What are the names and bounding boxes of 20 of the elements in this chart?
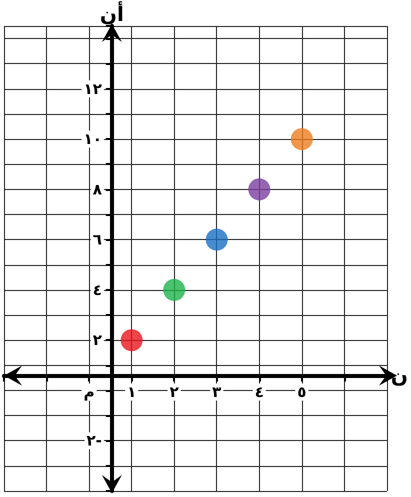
x-tick-label: ٥ xyxy=(297,383,306,402)
x-tick-label: ٢ xyxy=(170,383,179,402)
y-tick-label: ٢- xyxy=(86,432,102,450)
point xyxy=(248,178,270,200)
y-tick-label: ١٠ xyxy=(84,130,102,148)
point xyxy=(120,329,143,352)
y-tick-label: ٢ xyxy=(92,331,102,350)
y-tick-label: ٨ xyxy=(92,180,102,198)
x-tick-label: م xyxy=(84,383,95,402)
x-tick-label: ٤ xyxy=(254,383,264,402)
y-tick-label: ٦ xyxy=(92,230,102,249)
x-tick-label: ١ xyxy=(127,383,136,402)
y-tick-label: ٤ xyxy=(92,280,102,299)
point xyxy=(163,278,186,301)
point xyxy=(206,228,228,251)
y-tick-label: ١٢ xyxy=(84,80,102,98)
x-tick-label: ٣ xyxy=(212,383,222,402)
x-axis-title: ن xyxy=(390,364,408,388)
point xyxy=(290,128,313,150)
y-axis-title: أن xyxy=(100,1,124,26)
